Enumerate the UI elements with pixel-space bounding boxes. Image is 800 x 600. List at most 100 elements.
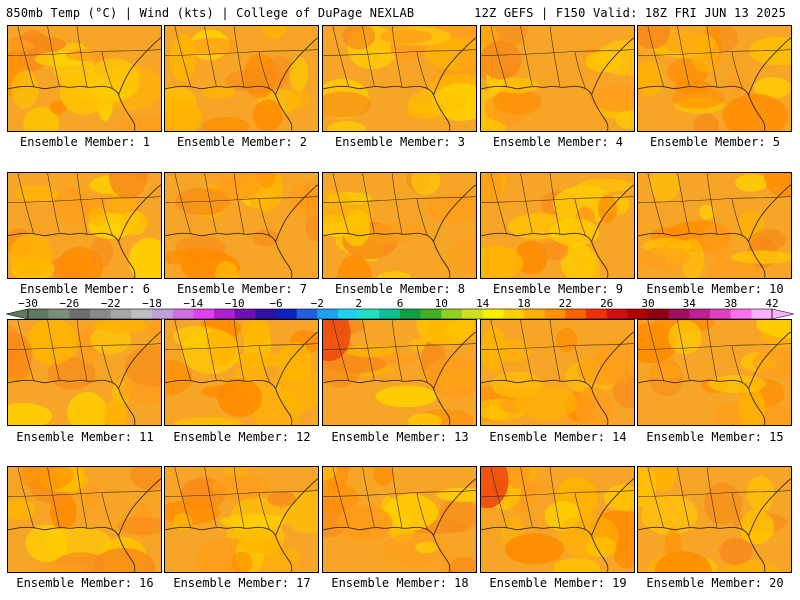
temperature-field: [638, 26, 791, 131]
state-border: [490, 467, 507, 528]
coastline: [8, 526, 136, 572]
colorbar-tick-label: 6: [396, 297, 404, 310]
coastline: [8, 85, 136, 131]
temperature-blob: [735, 173, 768, 192]
colorbar-swatch: [441, 309, 463, 319]
temperature-blob: [165, 249, 210, 265]
temperature-blob: [88, 207, 107, 226]
temperature-blob: [638, 322, 677, 364]
temperature-blob: [576, 354, 634, 386]
temperature-blob: [651, 467, 677, 492]
ensemble-member-label: Ensemble Member: 19: [489, 576, 627, 590]
state-border: [574, 51, 586, 89]
temperature-blob: [739, 509, 774, 545]
temperature-blob: [549, 218, 600, 247]
colorbar-swatch: [234, 309, 256, 319]
temperature-field: [8, 467, 161, 572]
state-border: [101, 198, 113, 236]
state-border: [416, 198, 428, 236]
temperature-blob: [186, 37, 240, 55]
temperature-blob: [691, 34, 720, 73]
temperature-blob: [556, 327, 578, 352]
ensemble-member-label: Ensemble Member: 9: [492, 282, 624, 296]
ensemble-panel: [164, 172, 319, 279]
temperature-colorbar: [6, 308, 794, 320]
temperature-blob: [87, 58, 140, 102]
temperature-blob: [504, 533, 565, 565]
state-border: [101, 492, 113, 530]
temperature-field: [8, 26, 161, 131]
temperature-field: [165, 320, 318, 425]
state-border: [647, 26, 664, 87]
state-border: [362, 320, 375, 380]
coastline: [638, 232, 766, 278]
temperature-blob: [8, 325, 20, 364]
state-border: [647, 173, 664, 234]
state-border: [233, 26, 245, 87]
temperature-blob: [165, 100, 202, 131]
temperature-field: [165, 26, 318, 131]
temperature-blob: [165, 359, 193, 396]
coastline: [638, 85, 766, 131]
state-border: [647, 467, 664, 528]
temperature-blob: [585, 537, 617, 558]
temperature-blob: [37, 561, 86, 572]
state-border: [258, 51, 270, 89]
temperature-blob: [638, 246, 691, 269]
temperature-blob: [324, 354, 387, 373]
coastline: [323, 85, 451, 131]
ensemble-panel: [7, 466, 162, 573]
coastline: [433, 331, 476, 389]
state-border: [706, 320, 718, 381]
temperature-blob: [455, 47, 476, 71]
colorbar-swatch: [751, 309, 773, 319]
hot-spot: [481, 467, 509, 509]
temperature-blob: [118, 116, 161, 131]
colorbar-swatch: [524, 309, 545, 319]
colorbar-swatch: [69, 309, 91, 319]
ensemble-panel: [164, 319, 319, 426]
temperature-blob: [493, 89, 542, 115]
state-border: [165, 49, 318, 56]
colorbar-tick-label: −10: [224, 297, 245, 310]
ensemble-member-label: Ensemble Member: 4: [492, 135, 624, 149]
state-border: [362, 173, 375, 233]
ensemble-member-label: Ensemble Member: 7: [176, 282, 308, 296]
state-border: [233, 173, 245, 234]
temperature-blob: [65, 48, 111, 62]
state-border: [416, 51, 428, 89]
temperature-blob: [649, 173, 680, 202]
temperature-blob: [638, 467, 657, 507]
temperature-blob: [327, 121, 367, 131]
temperature-blob: [746, 475, 775, 512]
state-border: [76, 173, 88, 234]
state-border: [258, 492, 270, 530]
state-border: [520, 320, 533, 380]
temperature-blob: [379, 29, 433, 44]
state-border: [706, 26, 718, 87]
temperature-blob: [230, 352, 289, 368]
state-border: [391, 26, 403, 87]
colorbar-tick-label: 26: [600, 297, 614, 310]
colorbar-swatch: [606, 309, 628, 319]
temperature-blob: [342, 26, 376, 50]
colorbar-swatch: [544, 309, 566, 319]
ensemble-member-label: Ensemble Member: 12: [173, 430, 311, 444]
ensemble-panel: [637, 172, 792, 279]
temperature-blob: [514, 385, 578, 420]
temperature-blob: [668, 320, 702, 355]
temperature-blob: [481, 173, 503, 205]
coastline: [118, 37, 161, 95]
temperature-blob: [760, 405, 791, 425]
temperature-blob: [481, 245, 524, 278]
coastline: [8, 379, 136, 425]
temperature-blob: [764, 173, 791, 198]
ensemble-panel: [480, 319, 635, 426]
colorbar-tick-label: −6: [269, 297, 283, 310]
ensemble-panel: [637, 25, 792, 132]
state-border: [706, 467, 718, 528]
state-border: [638, 490, 791, 497]
temperature-blob: [752, 347, 791, 379]
temperature-blob: [20, 467, 74, 491]
temperature-field: [481, 26, 634, 131]
